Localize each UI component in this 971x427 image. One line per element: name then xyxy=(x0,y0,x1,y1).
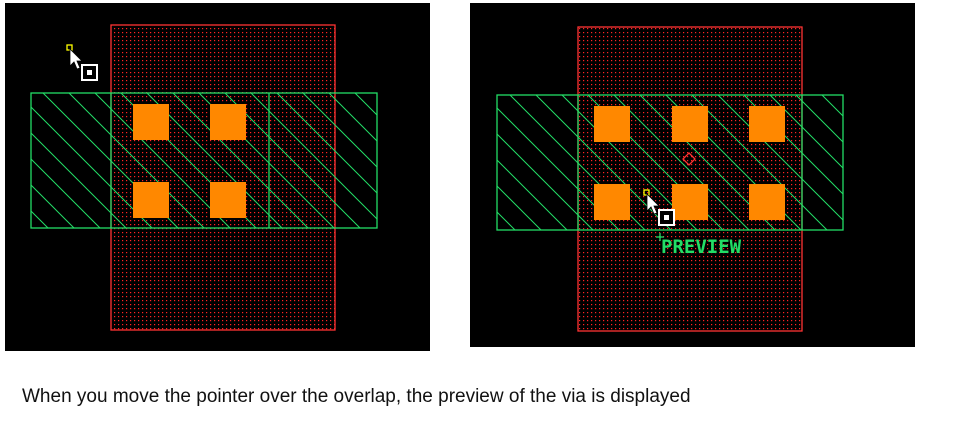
via-square xyxy=(594,106,630,142)
layout-canvas-before[interactable] xyxy=(5,3,430,351)
arrow-pointer-with-snap-icon xyxy=(643,189,675,226)
metal-layer-rect xyxy=(30,92,378,229)
via-square xyxy=(133,182,169,218)
via-square xyxy=(672,184,708,220)
caption-text: When you move the pointer over the overl… xyxy=(22,386,691,407)
via-square xyxy=(210,182,246,218)
via-square xyxy=(672,106,708,142)
via-square xyxy=(133,104,169,140)
arrow-pointer-with-snap-icon xyxy=(66,44,98,81)
preview-center-marker xyxy=(682,152,696,166)
layout-canvas-preview[interactable]: PREVIEW xyxy=(470,3,915,347)
layout-drawing-before xyxy=(30,24,378,331)
layout-drawing-preview: PREVIEW xyxy=(496,26,844,332)
via-square xyxy=(749,184,785,220)
via-square xyxy=(594,184,630,220)
via-square xyxy=(749,106,785,142)
metal-layer-rect xyxy=(496,94,844,231)
preview-label: PREVIEW xyxy=(661,236,742,258)
via-square xyxy=(210,104,246,140)
